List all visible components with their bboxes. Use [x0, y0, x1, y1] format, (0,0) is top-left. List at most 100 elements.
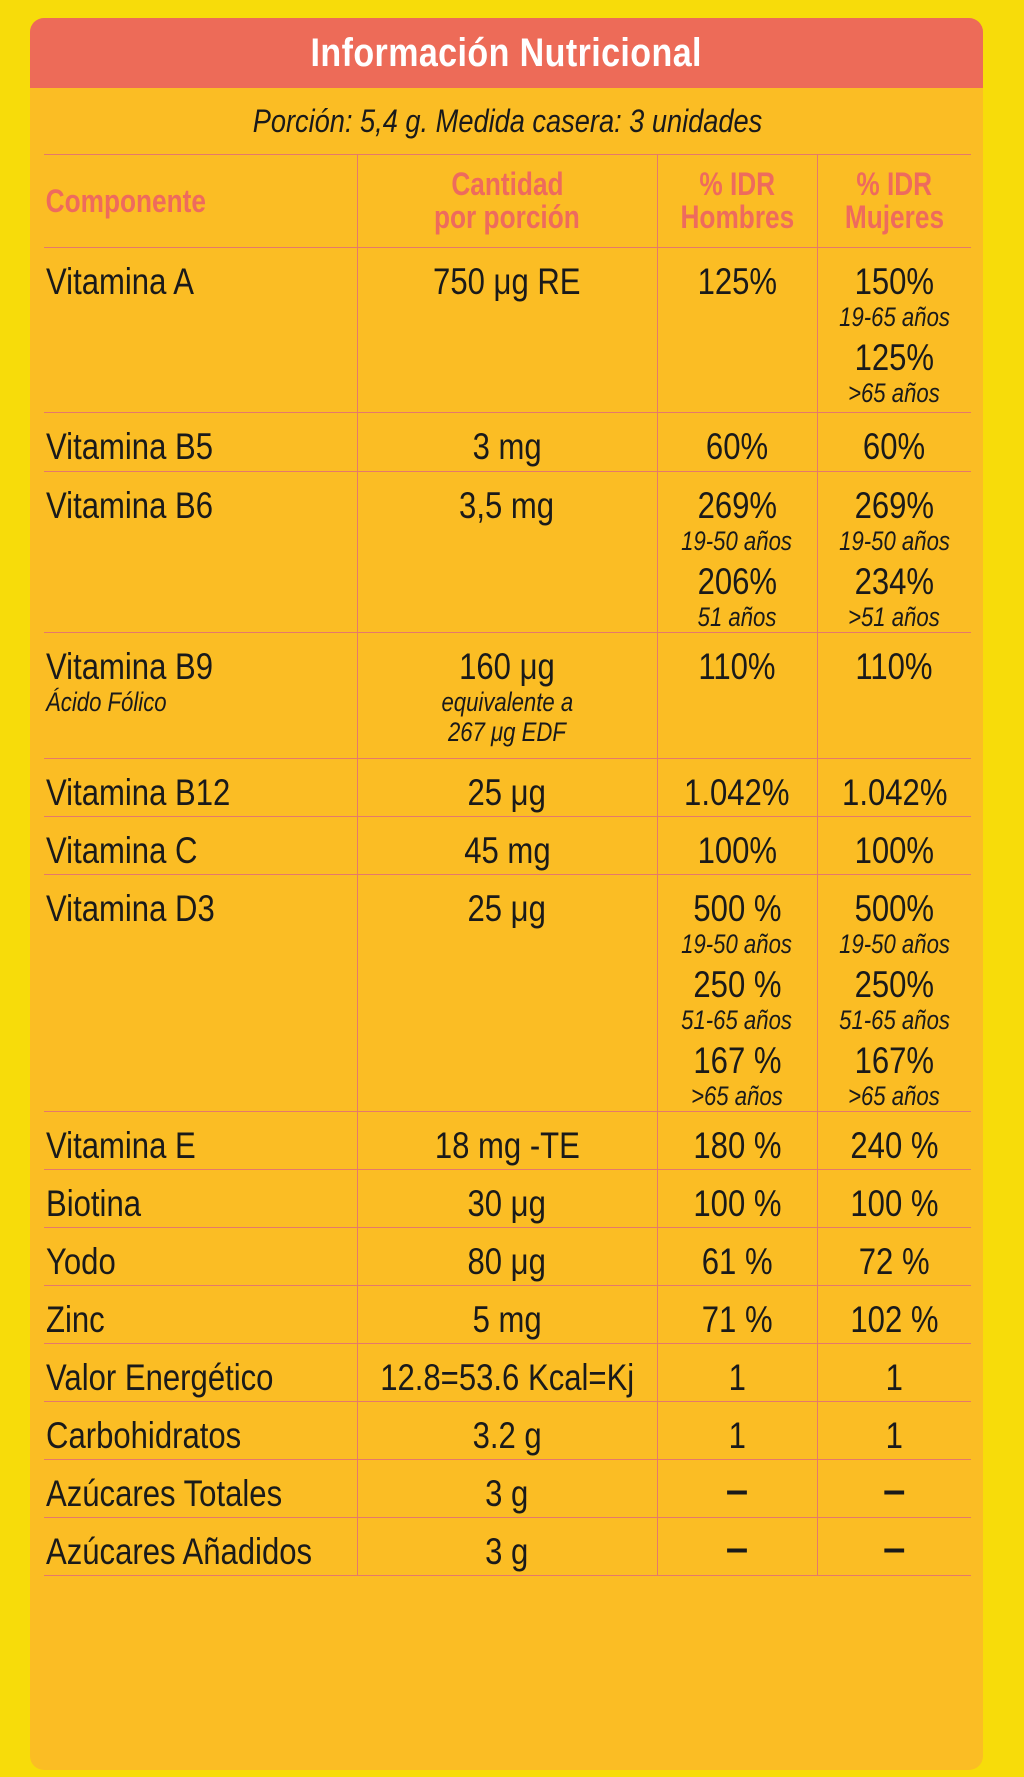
age-note: 19-50 años: [681, 929, 793, 959]
table-row: Vitamina D3 25 μg 500 % 19-50 años 250 %…: [44, 874, 971, 1112]
age-note: >65 años: [691, 1081, 783, 1111]
age-note: 19-65 años: [838, 302, 950, 332]
idr-women: 125%: [854, 337, 934, 378]
component-name: Vitamina B12: [46, 772, 231, 813]
idr-women: 100 %: [850, 1183, 939, 1224]
portion-info: Porción: 5,4 g. Medida casera: 3 unidade…: [113, 88, 902, 155]
nutrition-table: Componente Cantidad por porción % IDR Ho…: [44, 154, 971, 1576]
amount: 3 mg: [472, 426, 542, 467]
header-idr-women: % IDR Mujeres: [816, 154, 971, 248]
idr-men: 269%: [697, 485, 777, 526]
table-row: Zinc 5 mg 71 % 102 %: [44, 1285, 971, 1344]
amount-note: equivalente a: [441, 687, 573, 717]
idr-women: 269%: [854, 485, 934, 526]
component-name: Vitamina B6: [46, 485, 214, 526]
amount: 750 μg RE: [433, 261, 581, 302]
idr-women: 72 %: [858, 1241, 930, 1282]
amount: 3,5 mg: [459, 485, 555, 526]
idr-women: 110%: [855, 646, 933, 687]
idr-men: 100%: [697, 830, 777, 871]
idr-men: 1: [728, 1415, 746, 1456]
age-note: >51 años: [848, 602, 941, 632]
idr-women: 1: [885, 1357, 903, 1398]
component-name: Valor Energético: [46, 1357, 274, 1398]
component-name: Vitamina D3: [46, 888, 215, 929]
idr-men: 1.042%: [684, 772, 790, 813]
idr-women: 100%: [854, 830, 934, 871]
idr-men: 60%: [705, 426, 769, 467]
component-subname: Ácido Fólico: [46, 687, 167, 717]
idr-men: 206%: [697, 561, 777, 602]
portion-text: Porción: 5,4 g. Medida casera: 3 unidade…: [252, 102, 763, 139]
component-name: Vitamina A: [46, 261, 195, 302]
component-name: Vitamina B5: [46, 426, 214, 467]
table-header-row: Componente Cantidad por porción % IDR Ho…: [44, 154, 971, 248]
amount: 12.8=53.6 Kcal=Kj: [379, 1357, 635, 1398]
idr-men: 180 %: [692, 1125, 782, 1166]
table-row: Azúcares Añadidos 3 g – –: [44, 1517, 971, 1576]
header-component: Componente: [44, 154, 358, 248]
age-note: 51-65 años: [838, 1005, 950, 1035]
table-row: Vitamina B6 3,5 mg 269% 19-50 años 206% …: [44, 471, 971, 633]
component-name: Vitamina C: [46, 830, 198, 871]
idr-men: 1: [728, 1357, 746, 1398]
idr-women: 1: [885, 1415, 903, 1456]
table-row: Vitamina A 750 μg RE 125% 150% 19-65 año…: [44, 247, 971, 413]
age-note: 19-50 años: [681, 526, 793, 556]
component-name: Vitamina B9: [46, 646, 214, 687]
amount: 3 g: [485, 1531, 529, 1572]
component-name: Carbohidratos: [46, 1415, 242, 1456]
table-row: Vitamina E 18 mg -TE 180 % 240 %: [44, 1111, 971, 1170]
idr-women: 250%: [854, 964, 934, 1005]
age-note: 51-65 años: [681, 1005, 793, 1035]
table-row: Biotina 30 μg 100 % 100 %: [44, 1169, 971, 1228]
amount: 80 μg: [467, 1241, 547, 1282]
table-row: Azúcares Totales 3 g – –: [44, 1459, 971, 1518]
table-row: Vitamina B5 3 mg 60% 60%: [44, 412, 971, 472]
idr-men: –: [725, 1468, 749, 1512]
component-name: Vitamina E: [46, 1125, 196, 1166]
amount: 3 g: [485, 1473, 529, 1514]
title-bar: Información Nutricional: [30, 18, 983, 88]
amount-note: 267 μg EDF: [448, 717, 566, 747]
page-title: Información Nutricional: [310, 30, 703, 75]
table-row: Vitamina B9 Ácido Fólico 160 μg equivale…: [44, 632, 971, 759]
idr-men: 71 %: [701, 1299, 773, 1340]
idr-women: 60%: [863, 426, 926, 467]
amount: 5 mg: [472, 1299, 542, 1340]
idr-men: 250 %: [692, 964, 782, 1005]
header-idr-men: % IDR Hombres: [656, 154, 818, 248]
idr-women: –: [883, 1526, 906, 1570]
amount: 18 mg -TE: [434, 1125, 580, 1166]
amount: 30 μg: [467, 1183, 547, 1224]
idr-men: 500 %: [692, 888, 782, 929]
idr-women: 234%: [854, 561, 934, 602]
age-note: 19-50 años: [838, 929, 950, 959]
component-name: Azúcares Añadidos: [46, 1531, 313, 1572]
idr-men: 167 %: [692, 1040, 782, 1081]
amount: 160 μg: [459, 646, 555, 687]
component-name: Yodo: [46, 1241, 116, 1282]
header-amount: Cantidad por porción: [356, 154, 658, 248]
amount: 25 μg: [467, 888, 547, 929]
idr-women: 167%: [854, 1040, 934, 1081]
table-row: Vitamina C 45 mg 100% 100%: [44, 816, 971, 875]
idr-men: 125%: [697, 261, 777, 302]
nutrition-panel: Información Nutricional Porción: 5,4 g. …: [30, 18, 983, 1770]
amount: 25 μg: [467, 772, 547, 813]
age-note: >65 años: [848, 378, 941, 408]
idr-men: 61 %: [701, 1241, 773, 1282]
idr-women: 102 %: [850, 1299, 939, 1340]
amount: 45 mg: [463, 830, 551, 871]
table-row: Yodo 80 μg 61 % 72 %: [44, 1227, 971, 1286]
table-row: Vitamina B12 25 μg 1.042% 1.042%: [44, 758, 971, 817]
component-name: Biotina: [46, 1183, 142, 1224]
amount: 3.2 g: [472, 1415, 542, 1456]
age-note: >65 años: [848, 1081, 941, 1111]
table-row: Valor Energético 12.8=53.6 Kcal=Kj 1 1: [44, 1343, 971, 1402]
idr-women: –: [883, 1468, 906, 1512]
idr-men: 110%: [698, 646, 776, 687]
idr-women: 240 %: [850, 1125, 939, 1166]
idr-women: 1.042%: [841, 772, 947, 813]
table-row: Carbohidratos 3.2 g 1 1: [44, 1401, 971, 1460]
